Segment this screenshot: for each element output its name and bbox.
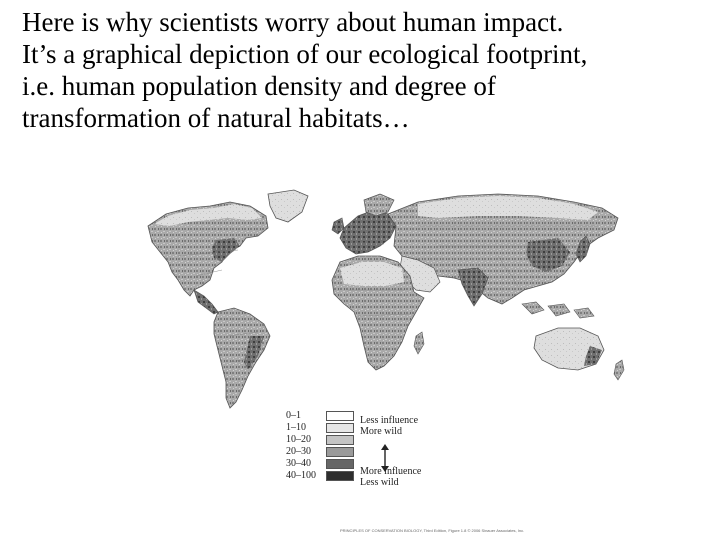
legend-less-influence-label: Less influence — [360, 415, 419, 426]
legend-range-label: 10–20 — [286, 434, 311, 445]
legend-row: 10–20 — [286, 434, 436, 446]
slide-text-line-4: transformation of natural habitats… — [22, 103, 410, 133]
legend-row: 1–10 — [286, 422, 436, 434]
legend-range-label: 30–40 — [286, 458, 311, 469]
europe-landmass — [339, 209, 397, 255]
world-map-graphic — [147, 189, 625, 409]
legend-row: 40–100 — [286, 470, 436, 482]
madagascar-landmass — [413, 331, 425, 355]
legend-range-label: 1–10 — [286, 422, 306, 433]
new-zealand-landmass — [613, 359, 625, 381]
central-america-landmass — [193, 289, 219, 315]
south-america-landmass — [213, 307, 271, 409]
world-footprint-map — [118, 186, 648, 416]
india-landmass — [457, 267, 489, 307]
north-america-arctic — [154, 204, 262, 226]
legend-row: 20–30 — [286, 446, 436, 458]
legend-swatch — [326, 459, 354, 469]
british-isles-landmass — [331, 217, 345, 235]
legend-range-label: 0–1 — [286, 410, 301, 421]
siberia-region — [418, 196, 598, 220]
north-america-east-dense — [212, 238, 240, 262]
legend-swatch — [326, 435, 354, 445]
legend-range-label: 20–30 — [286, 446, 311, 457]
southeast-asia-islands — [521, 301, 595, 319]
legend-less-wild-label: Less wild — [360, 477, 399, 488]
slide-text-line-3: i.e. human population density and degree… — [22, 71, 496, 101]
legend-swatch — [326, 423, 354, 433]
legend-range-label: 40–100 — [286, 470, 316, 481]
legend-more-influence-label: More influence — [360, 466, 422, 477]
east-asia-dense — [526, 238, 570, 272]
japan-landmass — [575, 235, 591, 263]
legend-swatch — [326, 411, 354, 421]
sahara-region — [340, 262, 404, 286]
scandinavia-landmass — [363, 193, 395, 217]
slide-text-line-2: It’s a graphical depiction of our ecolog… — [22, 39, 588, 69]
legend-swatch — [326, 447, 354, 457]
greenland-landmass — [267, 189, 309, 223]
slide-text: Here is why scientists worry about human… — [22, 6, 712, 134]
legend-row: 0–1 — [286, 410, 436, 422]
double-arrow-icon — [381, 444, 389, 472]
australia-coast-dense — [584, 346, 602, 366]
slide-text-line-1: Here is why scientists worry about human… — [22, 7, 564, 37]
legend-more-wild-label: More wild — [360, 426, 402, 437]
map-legend: 0–1 1–10 10–20 20–30 30–40 40–100 Less i… — [286, 410, 446, 496]
legend-swatch — [326, 471, 354, 481]
figure-credit: PRINCIPLES OF CONSERVATION BIOLOGY, Thir… — [340, 528, 525, 533]
legend-row: 30–40 — [286, 458, 436, 470]
south-america-coast-dense — [244, 336, 264, 370]
country-borders — [177, 225, 598, 363]
